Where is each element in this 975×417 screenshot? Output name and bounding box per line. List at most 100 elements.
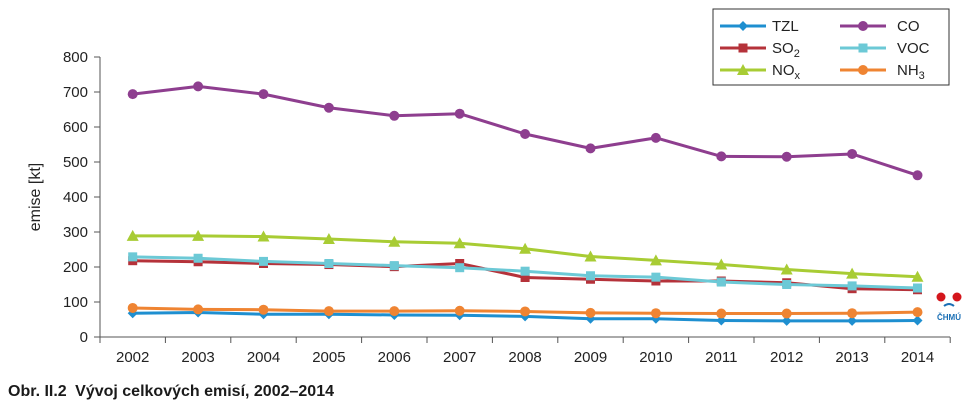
- figure-number: Obr. II.2: [8, 383, 67, 400]
- data-point-nox: [649, 254, 662, 266]
- data-point-nox: [715, 258, 728, 270]
- series-voc: [128, 252, 922, 293]
- y-tick-label: 100: [63, 294, 88, 311]
- y-tick-label: 300: [63, 224, 88, 241]
- data-point-voc: [651, 272, 661, 282]
- data-point-tzl: [912, 315, 923, 326]
- data-point-co: [193, 81, 204, 92]
- legend-marker: [737, 64, 749, 75]
- data-point-nox: [846, 267, 859, 279]
- y-tick-label: 600: [63, 119, 88, 136]
- data-point-co: [258, 89, 269, 100]
- logo-dot-right: [952, 292, 962, 302]
- legend-label: TZL: [772, 18, 799, 35]
- data-point-nox: [388, 235, 401, 247]
- x-tick-label: 2004: [247, 349, 280, 366]
- y-tick-label: 700: [63, 84, 88, 101]
- data-point-nox: [257, 230, 270, 242]
- legend-label: NH3: [897, 62, 925, 82]
- logo-wave: [943, 303, 955, 307]
- emissions-chart: 0 100 200 300 400 500 600 700 800 2002 2003 2004 200…: [27, 8, 962, 366]
- data-point-nh3: [781, 308, 792, 319]
- data-point-nh3: [912, 307, 923, 318]
- x-tick-label: 2005: [312, 349, 345, 366]
- data-point-so2: [520, 273, 530, 282]
- x-tick-label: 2003: [181, 349, 214, 366]
- data-point-voc: [847, 281, 857, 291]
- data-point-co: [520, 129, 531, 139]
- data-point-nox: [126, 229, 139, 241]
- data-point-co: [585, 143, 596, 154]
- data-point-nh3: [258, 304, 269, 315]
- x-tick-label: 2002: [116, 349, 149, 366]
- legend-label: SO2: [772, 40, 800, 60]
- data-point-nh3: [585, 307, 596, 318]
- legend-label-subscript: 2: [794, 48, 800, 60]
- y-tick-label: 200: [63, 259, 88, 276]
- legend-label: CO: [897, 18, 920, 35]
- data-point-voc: [389, 261, 399, 271]
- data-point-nox: [192, 229, 205, 241]
- x-tick-label: 2006: [378, 349, 411, 366]
- logo-dot-left: [936, 292, 946, 302]
- figure-caption: Obr. II.2 Vývoj celkových emisí, 2002–20…: [8, 383, 334, 401]
- data-point-voc: [128, 252, 138, 262]
- y-tick-label: 400: [63, 189, 88, 206]
- x-tick-label: 2009: [574, 349, 607, 366]
- series-nox: [126, 229, 924, 282]
- y-axis-title: emise [kt]: [27, 163, 44, 231]
- data-point-voc: [716, 277, 726, 287]
- legend-label-main: NH: [897, 62, 919, 79]
- y-tick-label: 500: [63, 154, 88, 171]
- data-point-nh3: [454, 305, 465, 316]
- data-point-co: [847, 148, 858, 159]
- data-point-tzl: [847, 315, 858, 326]
- y-tick-label: 800: [63, 49, 88, 66]
- legend-marker: [738, 43, 748, 53]
- data-point-nh3: [847, 308, 858, 319]
- data-point-voc: [586, 271, 595, 281]
- data-point-nox: [519, 242, 532, 254]
- data-point-nox: [780, 263, 793, 275]
- legend-label-main: TZL: [772, 18, 799, 35]
- legend-label: VOC: [897, 40, 930, 57]
- legend-label-subscript: x: [795, 70, 801, 82]
- series-nh3: [127, 302, 923, 319]
- legend-label-subscript: 3: [919, 70, 925, 82]
- data-point-tzl: [716, 315, 727, 326]
- data-point-co: [912, 170, 923, 181]
- legend-label: NOx: [772, 62, 801, 82]
- data-point-nh3: [127, 302, 138, 313]
- series-co: [127, 81, 923, 181]
- logo-text: ČHMÚ: [937, 313, 961, 322]
- legend-marker: [738, 21, 748, 31]
- figure-title: Vývoj celkových emisí, 2002–2014: [75, 383, 334, 400]
- x-tick-label: 2010: [639, 349, 672, 366]
- data-point-voc: [259, 256, 268, 266]
- x-tick-label: 2008: [508, 349, 541, 366]
- data-point-nh3: [193, 304, 204, 315]
- legend-label-main: NO: [772, 62, 795, 79]
- data-point-voc: [193, 253, 203, 263]
- data-point-co: [716, 151, 727, 162]
- data-point-co: [323, 102, 334, 113]
- data-point-voc: [455, 263, 465, 273]
- data-point-co: [650, 132, 661, 143]
- data-point-nox: [322, 233, 335, 244]
- data-point-nh3: [650, 308, 661, 319]
- legend-marker: [858, 21, 868, 31]
- chmu-logo: ČHMÚ: [936, 292, 962, 322]
- data-point-nh3: [389, 306, 400, 317]
- data-point-co: [454, 108, 465, 119]
- y-tick-label: 0: [80, 329, 88, 346]
- data-point-nox: [911, 270, 924, 282]
- x-tick-label: 2012: [770, 349, 803, 366]
- data-point-nh3: [323, 306, 334, 317]
- x-tick-label: 2007: [443, 349, 476, 366]
- x-tick-label: 2013: [835, 349, 868, 366]
- legend-label-main: CO: [897, 18, 920, 35]
- data-point-nox: [453, 237, 466, 249]
- data-point-voc: [913, 283, 922, 293]
- legend-marker: [858, 43, 868, 53]
